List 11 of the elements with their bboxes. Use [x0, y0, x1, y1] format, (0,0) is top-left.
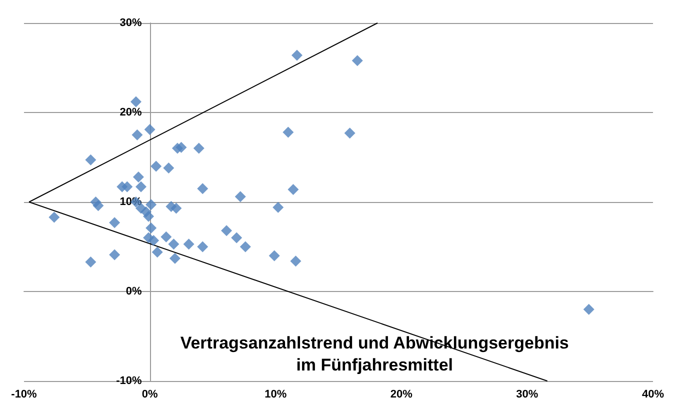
x-tick-label: 10% — [264, 388, 287, 400]
x-tick-label: 30% — [516, 388, 538, 400]
y-tick-label: 30% — [120, 17, 142, 29]
x-tick-label: 40% — [642, 388, 664, 400]
y-tick-label: 20% — [120, 106, 142, 118]
x-tick-label: 20% — [390, 388, 413, 400]
y-tick-label: 10% — [120, 196, 142, 208]
y-tick-label: -10% — [116, 375, 142, 387]
y-tick-label: 0% — [126, 286, 142, 298]
x-tick-label: -10% — [11, 388, 38, 400]
x-tick-label: 0% — [142, 388, 158, 400]
